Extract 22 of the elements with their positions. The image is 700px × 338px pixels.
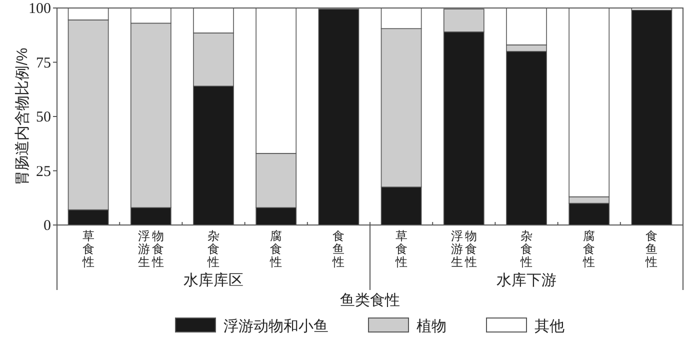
x-tick-label: 浮游生物食性 xyxy=(138,229,164,269)
text: 水库库区 xyxy=(184,272,244,289)
x-tick-label: 草食性 xyxy=(394,229,408,269)
x-tick-label: 草食性 xyxy=(81,229,94,269)
x-tick-label: 杂食性 xyxy=(520,229,532,269)
x-tick-label: 腐食性 xyxy=(582,229,596,269)
legend-label: 浮游动物和小鱼 xyxy=(224,318,328,335)
x-tick-label: 浮游生物食性 xyxy=(450,229,477,269)
y-tick-label: 100 xyxy=(28,1,51,17)
legend-label: 其他 xyxy=(534,318,564,335)
x-tick-label: 杂食性 xyxy=(206,229,220,269)
legend-label: 植物 xyxy=(416,318,446,335)
y-axis-title: 胃肠道内含物比例/% xyxy=(14,48,31,186)
x-tick-label: 食鱼性 xyxy=(332,229,345,269)
text: 水库下游 xyxy=(496,272,556,289)
x-tick-label: 腐食性 xyxy=(269,229,282,269)
y-tick-label: 0 xyxy=(44,218,51,234)
x-tick-label: 食鱼性 xyxy=(644,229,658,269)
x-axis-title: 鱼类食性 xyxy=(340,292,400,309)
y-tick-label: 25 xyxy=(36,164,51,180)
y-tick-label: 75 xyxy=(36,55,51,72)
y-tick-label: 50 xyxy=(36,110,51,126)
